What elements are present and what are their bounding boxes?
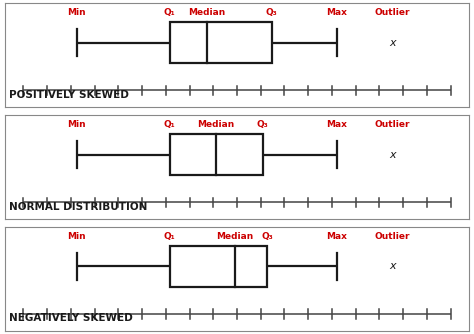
Text: x: x <box>389 262 396 272</box>
Text: NEGATIVELY SKEWED: NEGATIVELY SKEWED <box>9 313 133 323</box>
Text: POSITIVELY SKEWED: POSITIVELY SKEWED <box>9 90 129 100</box>
Text: Q₃: Q₃ <box>266 8 278 17</box>
Text: Median: Median <box>198 120 235 129</box>
Text: Q₁: Q₁ <box>164 8 175 17</box>
Text: Outlier: Outlier <box>375 231 410 240</box>
Text: x: x <box>389 150 396 160</box>
Text: Max: Max <box>327 231 347 240</box>
Text: Median: Median <box>216 231 253 240</box>
Text: Max: Max <box>327 8 347 17</box>
Text: Median: Median <box>188 8 226 17</box>
Text: Min: Min <box>67 120 86 129</box>
Text: Max: Max <box>327 120 347 129</box>
Bar <box>170 22 272 63</box>
Bar <box>170 134 263 175</box>
Text: Outlier: Outlier <box>375 120 410 129</box>
Text: Q₃: Q₃ <box>257 120 268 129</box>
Text: Q₃: Q₃ <box>261 231 273 240</box>
Text: Q₁: Q₁ <box>164 231 175 240</box>
Text: Outlier: Outlier <box>375 8 410 17</box>
Text: Q₁: Q₁ <box>164 120 175 129</box>
Text: x: x <box>389 38 396 48</box>
Text: NORMAL DISTRIBUTION: NORMAL DISTRIBUTION <box>9 201 148 211</box>
Text: Min: Min <box>67 8 86 17</box>
Text: Min: Min <box>67 231 86 240</box>
Bar <box>170 246 267 287</box>
